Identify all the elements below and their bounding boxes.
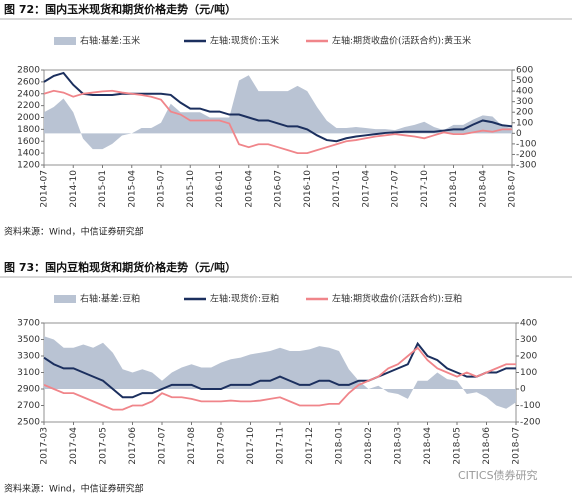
price-line	[43, 71, 513, 143]
x-tick-label: 2015-01	[98, 170, 108, 208]
source: 资料来源：Wind，中信证券研究部	[4, 226, 144, 238]
price-line	[43, 346, 516, 411]
x-tick-label: 2018-02	[364, 427, 374, 465]
x-tick-label: 2018-07	[508, 170, 518, 208]
x-tick-label: 2017-12	[305, 427, 315, 465]
x-tick-label: 2018-07	[512, 427, 522, 465]
y2-tick-label: 500	[516, 76, 533, 86]
y2-tick-label: -300	[516, 161, 537, 171]
x-tick-label: 2018-01	[449, 170, 459, 208]
x-tick-label: 2017-09	[217, 427, 227, 465]
x-tick-label: 2018-03	[394, 427, 404, 465]
price-line	[43, 341, 516, 399]
y-tick-label: 3700	[17, 319, 40, 329]
price-line	[43, 89, 512, 155]
y-tick-label: 2700	[17, 401, 40, 411]
x-tick-label: 2017-06	[128, 427, 138, 465]
legend-label: 左轴:期货收盘价(活跃合约):豆粕	[332, 293, 462, 305]
y-tick-label: 2600	[17, 77, 40, 87]
x-tick-label: 2018-04	[478, 170, 488, 208]
y-tick-label: 2800	[17, 66, 40, 76]
y2-tick-label: -100	[520, 401, 541, 411]
y2-tick-label: 400	[516, 87, 533, 97]
basis-area	[44, 336, 516, 409]
x-tick-label: 2016-04	[244, 170, 254, 208]
x-tick-label: 2017-11	[276, 427, 286, 465]
y-tick-label: 1400	[17, 149, 40, 159]
x-tick-label: 2017-03	[40, 427, 50, 465]
x-tick-label: 2018-06	[482, 427, 492, 465]
x-tick-label: 2017-07	[391, 170, 401, 208]
y2-tick-label: 600	[516, 66, 533, 76]
basis-area	[44, 75, 512, 150]
x-tick-label: 2015-04	[127, 170, 137, 208]
y2-tick-label: -200	[516, 150, 537, 160]
y2-tick-label: 100	[520, 368, 537, 378]
y2-tick-label: 400	[520, 319, 537, 329]
x-tick-label: 2014-07	[40, 170, 50, 208]
x-tick-label: 2017-07	[158, 427, 168, 465]
x-tick-label: 2016-10	[303, 170, 313, 208]
y2-tick-label: -200	[520, 418, 541, 428]
x-tick-label: 2015-10	[186, 170, 196, 208]
y-tick-label: 1200	[17, 161, 40, 171]
y2-tick-label: -100	[516, 139, 537, 149]
legend-label: 左轴:现货价:豆粕	[210, 293, 279, 305]
y2-tick-label: 0	[516, 129, 522, 139]
legend-label: 左轴:期货收盘价(活跃合约):黄玉米	[332, 35, 471, 47]
x-tick-label: 2017-01	[332, 170, 342, 208]
y-tick-label: 2000	[17, 113, 40, 123]
x-tick-label: 2017-05	[99, 427, 109, 465]
x-tick-label: 2018-05	[453, 427, 463, 465]
legend-label: 左轴:现货价:玉米	[210, 35, 279, 47]
chart-title: 图 73：国内豆粕现货和期货价格走势（元/吨）	[4, 260, 236, 274]
x-tick-label: 2014-10	[69, 170, 79, 208]
x-tick-label: 2015-07	[157, 170, 167, 208]
y2-tick-label: 200	[516, 108, 533, 118]
source: 资料来源：Wind，中信证券研究部	[4, 483, 144, 495]
watermark: CITICS债券研究	[458, 468, 538, 482]
y-tick-label: 3300	[17, 352, 40, 362]
y-tick-label: 2500	[17, 418, 40, 428]
y2-tick-label: 300	[516, 97, 533, 107]
chart-title: 图 72：国内玉米现货和期货价格走势（元/吨）	[4, 2, 236, 16]
x-tick-label: 2018-04	[423, 427, 433, 465]
legend-label: 右轴:基差:玉米	[80, 35, 140, 47]
x-tick-label: 2016-07	[274, 170, 284, 208]
x-tick-label: 2017-04	[361, 170, 371, 208]
y2-tick-label: 200	[520, 352, 537, 362]
x-tick-label: 2017-10	[420, 170, 430, 208]
x-tick-label: 2017-04	[69, 427, 79, 465]
legend-swatch	[54, 295, 76, 303]
y2-tick-label: 0	[520, 385, 526, 395]
y-tick-label: 3100	[17, 368, 40, 378]
x-tick-label: 2016-01	[215, 170, 225, 208]
y-tick-label: 2200	[17, 101, 40, 111]
x-tick-label: 2018-01	[335, 427, 345, 465]
y-tick-label: 2400	[17, 89, 40, 99]
y2-tick-label: 300	[520, 335, 537, 345]
y2-tick-label: 100	[516, 118, 533, 128]
x-tick-label: 2017-08	[187, 427, 197, 465]
legend-label: 右轴:基差:豆粕	[80, 293, 140, 305]
x-tick-label: 2017-10	[246, 427, 256, 465]
y-tick-label: 1800	[17, 125, 40, 135]
y-tick-label: 1600	[17, 137, 40, 147]
y-tick-label: 3500	[17, 335, 40, 345]
y-tick-label: 2900	[17, 385, 40, 395]
legend-swatch	[54, 37, 76, 45]
